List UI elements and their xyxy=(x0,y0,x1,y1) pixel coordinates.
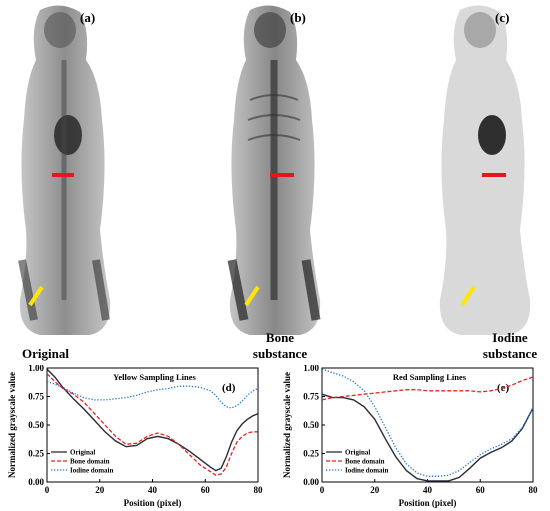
caption-iodine-line1: Iodine xyxy=(492,330,528,345)
y-tick-label: 0.75 xyxy=(28,392,44,402)
legend-label: Bone domain xyxy=(70,458,110,466)
line-chart-yellow-sampling: 0 20 40 60 80 0.00 0.25 0.50 0.75 1.00 Position (p… xyxy=(7,365,264,508)
legend-label: Iodine domain xyxy=(70,467,113,475)
y-tick-label: 1.00 xyxy=(303,365,319,373)
y-tick-label: 0.50 xyxy=(28,420,44,430)
legend-label: Original xyxy=(345,449,370,457)
series-line-original xyxy=(321,393,534,482)
y-tick-label: 0.75 xyxy=(303,392,319,402)
x-tick-label: 0 xyxy=(320,485,325,495)
x-axis-label: Position (pixel) xyxy=(399,498,457,508)
y-tick-label: 0.00 xyxy=(303,477,319,487)
xray-image-iodine xyxy=(439,5,531,335)
legend-label: Iodine domain xyxy=(345,467,388,475)
y-tick-label: 0.50 xyxy=(303,420,319,430)
series-line-iodine-domain xyxy=(46,381,259,409)
x-tick-label: 80 xyxy=(529,485,539,495)
x-tick-label: 60 xyxy=(476,485,486,495)
y-axis-label: Normalized grayscale value xyxy=(282,372,292,478)
x-tick-label: 20 xyxy=(370,485,380,495)
panel-label: (d) xyxy=(222,382,236,394)
caption-bone-substance: Bone substance xyxy=(235,330,325,362)
y-tick-label: 0.25 xyxy=(303,449,319,459)
chart-title: Yellow Sampling Lines xyxy=(113,372,196,382)
legend-label: Bone domain xyxy=(345,458,385,466)
y-tick-label: 0.00 xyxy=(28,477,44,487)
panel-letter-a: (a) xyxy=(80,10,96,25)
chart-title: Red Sampling Lines xyxy=(393,372,467,382)
y-tick-label: 0.25 xyxy=(28,449,44,459)
caption-iodine-substance: Iodine substance xyxy=(465,330,550,362)
panel-b: (b) Bone substance xyxy=(210,0,340,365)
xray-image-bone xyxy=(227,5,321,335)
series-line-original xyxy=(46,368,259,472)
x-tick-label: 80 xyxy=(254,485,264,495)
panel-letter-b: (b) xyxy=(290,10,306,25)
caption-bone-line2: substance xyxy=(252,346,308,361)
legend-label: Original xyxy=(70,449,95,457)
y-tick-label: 1.00 xyxy=(28,365,44,373)
x-tick-label: 60 xyxy=(201,485,211,495)
panel-a: (a) Original xyxy=(0,0,130,361)
x-tick-label: 40 xyxy=(148,485,158,495)
xray-image-original xyxy=(18,5,111,335)
panel-c: (c) Iodine substance xyxy=(420,0,550,365)
series-line-bone-domain xyxy=(46,373,258,476)
caption-original: Original xyxy=(22,346,69,361)
series-line-bone-domain xyxy=(321,376,534,401)
yellow-sampling-line xyxy=(460,285,476,307)
panel-letter-c: (c) xyxy=(495,10,510,25)
caption-bone-line1: Bone xyxy=(265,330,295,345)
yellow-sampling-line xyxy=(28,285,44,307)
caption-iodine-line2: substance xyxy=(482,346,538,361)
x-tick-label: 20 xyxy=(95,485,105,495)
x-tick-label: 0 xyxy=(45,485,50,495)
yellow-sampling-line xyxy=(244,285,260,307)
y-axis-label: Normalized grayscale value xyxy=(7,372,17,478)
x-axis-label: Position (pixel) xyxy=(124,498,182,508)
x-tick-label: 40 xyxy=(423,485,433,495)
line-chart-red-sampling: 0 20 40 60 80 0.00 0.25 0.50 0.75 1.00 Position (p… xyxy=(282,365,539,508)
